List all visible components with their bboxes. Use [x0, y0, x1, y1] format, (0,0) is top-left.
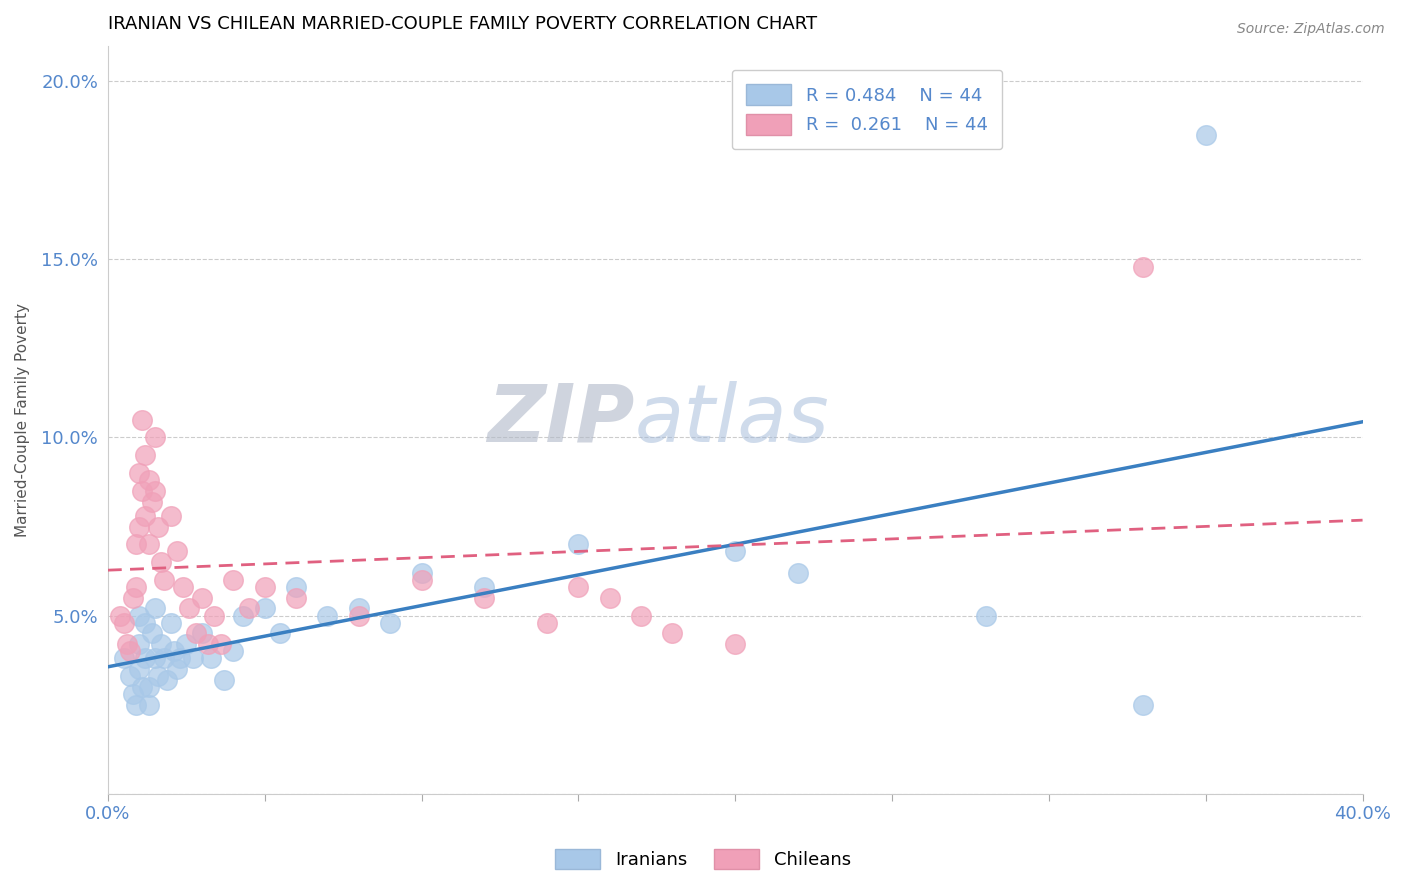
Point — [138, 473, 160, 487]
Point — [724, 637, 747, 651]
Point — [661, 626, 683, 640]
Point — [143, 430, 166, 444]
Point — [128, 519, 150, 533]
Point — [131, 680, 153, 694]
Point — [232, 608, 254, 623]
Point — [347, 601, 370, 615]
Point — [153, 573, 176, 587]
Point — [128, 662, 150, 676]
Point — [134, 508, 156, 523]
Point — [191, 626, 214, 640]
Point — [115, 637, 138, 651]
Point — [411, 573, 433, 587]
Point — [110, 608, 132, 623]
Point — [138, 537, 160, 551]
Point — [112, 615, 135, 630]
Point — [200, 651, 222, 665]
Point — [197, 637, 219, 651]
Point — [1132, 698, 1154, 712]
Point — [191, 591, 214, 605]
Point — [724, 544, 747, 558]
Point — [787, 566, 810, 580]
Point — [316, 608, 339, 623]
Point — [222, 573, 245, 587]
Point — [138, 680, 160, 694]
Point — [347, 608, 370, 623]
Point — [209, 637, 232, 651]
Point — [253, 601, 276, 615]
Point — [138, 698, 160, 712]
Point — [238, 601, 260, 615]
Point — [131, 412, 153, 426]
Point — [141, 494, 163, 508]
Text: ZIP: ZIP — [488, 381, 636, 458]
Point — [143, 601, 166, 615]
Point — [536, 615, 558, 630]
Point — [146, 669, 169, 683]
Point — [163, 644, 186, 658]
Point — [134, 615, 156, 630]
Point — [567, 580, 589, 594]
Point — [269, 626, 291, 640]
Point — [122, 687, 145, 701]
Point — [184, 626, 207, 640]
Point — [118, 644, 141, 658]
Point — [174, 637, 197, 651]
Point — [179, 601, 201, 615]
Legend: Iranians, Chileans: Iranians, Chileans — [546, 839, 860, 879]
Point — [285, 591, 308, 605]
Point — [156, 673, 179, 687]
Point — [974, 608, 997, 623]
Point — [378, 615, 401, 630]
Point — [112, 651, 135, 665]
Text: atlas: atlas — [636, 381, 830, 458]
Point — [150, 637, 173, 651]
Point — [146, 519, 169, 533]
Point — [204, 608, 226, 623]
Point — [131, 483, 153, 498]
Point — [128, 466, 150, 480]
Point — [125, 537, 148, 551]
Point — [143, 483, 166, 498]
Point — [125, 698, 148, 712]
Point — [1195, 128, 1218, 142]
Point — [212, 673, 235, 687]
Point — [153, 651, 176, 665]
Point — [472, 591, 495, 605]
Point — [128, 637, 150, 651]
Point — [118, 669, 141, 683]
Point — [172, 580, 194, 594]
Point — [472, 580, 495, 594]
Text: Source: ZipAtlas.com: Source: ZipAtlas.com — [1237, 22, 1385, 37]
Point — [150, 555, 173, 569]
Point — [159, 615, 181, 630]
Text: IRANIAN VS CHILEAN MARRIED-COUPLE FAMILY POVERTY CORRELATION CHART: IRANIAN VS CHILEAN MARRIED-COUPLE FAMILY… — [108, 15, 817, 33]
Point — [285, 580, 308, 594]
Point — [181, 651, 204, 665]
Point — [128, 608, 150, 623]
Point — [1132, 260, 1154, 274]
Point — [166, 544, 188, 558]
Point — [630, 608, 652, 623]
Point — [125, 580, 148, 594]
Point — [134, 448, 156, 462]
Point — [411, 566, 433, 580]
Point — [222, 644, 245, 658]
Point — [169, 651, 191, 665]
Point — [253, 580, 276, 594]
Point — [141, 626, 163, 640]
Point — [567, 537, 589, 551]
Legend: R = 0.484    N = 44, R =  0.261    N = 44: R = 0.484 N = 44, R = 0.261 N = 44 — [731, 70, 1002, 149]
Point — [166, 662, 188, 676]
Point — [159, 508, 181, 523]
Point — [122, 591, 145, 605]
Point — [143, 651, 166, 665]
Point — [134, 651, 156, 665]
Point — [599, 591, 621, 605]
Y-axis label: Married-Couple Family Poverty: Married-Couple Family Poverty — [15, 302, 30, 537]
